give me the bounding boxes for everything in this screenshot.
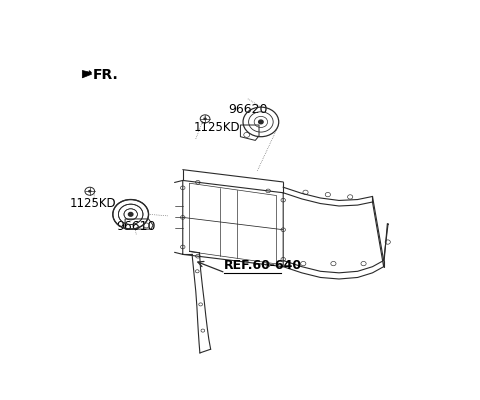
Text: 1125KD: 1125KD — [69, 197, 116, 210]
Text: 1125KD: 1125KD — [194, 121, 240, 134]
Circle shape — [259, 120, 263, 124]
Text: 96620: 96620 — [228, 104, 268, 116]
Text: FR.: FR. — [93, 68, 119, 82]
Polygon shape — [83, 70, 92, 78]
Text: REF.60-640: REF.60-640 — [224, 259, 302, 272]
Polygon shape — [125, 219, 153, 229]
Circle shape — [113, 200, 148, 229]
Circle shape — [129, 212, 133, 216]
Polygon shape — [240, 125, 259, 140]
Text: 96610: 96610 — [117, 220, 156, 233]
Circle shape — [243, 107, 279, 137]
Circle shape — [129, 212, 133, 216]
Circle shape — [204, 118, 207, 120]
Circle shape — [88, 190, 92, 193]
